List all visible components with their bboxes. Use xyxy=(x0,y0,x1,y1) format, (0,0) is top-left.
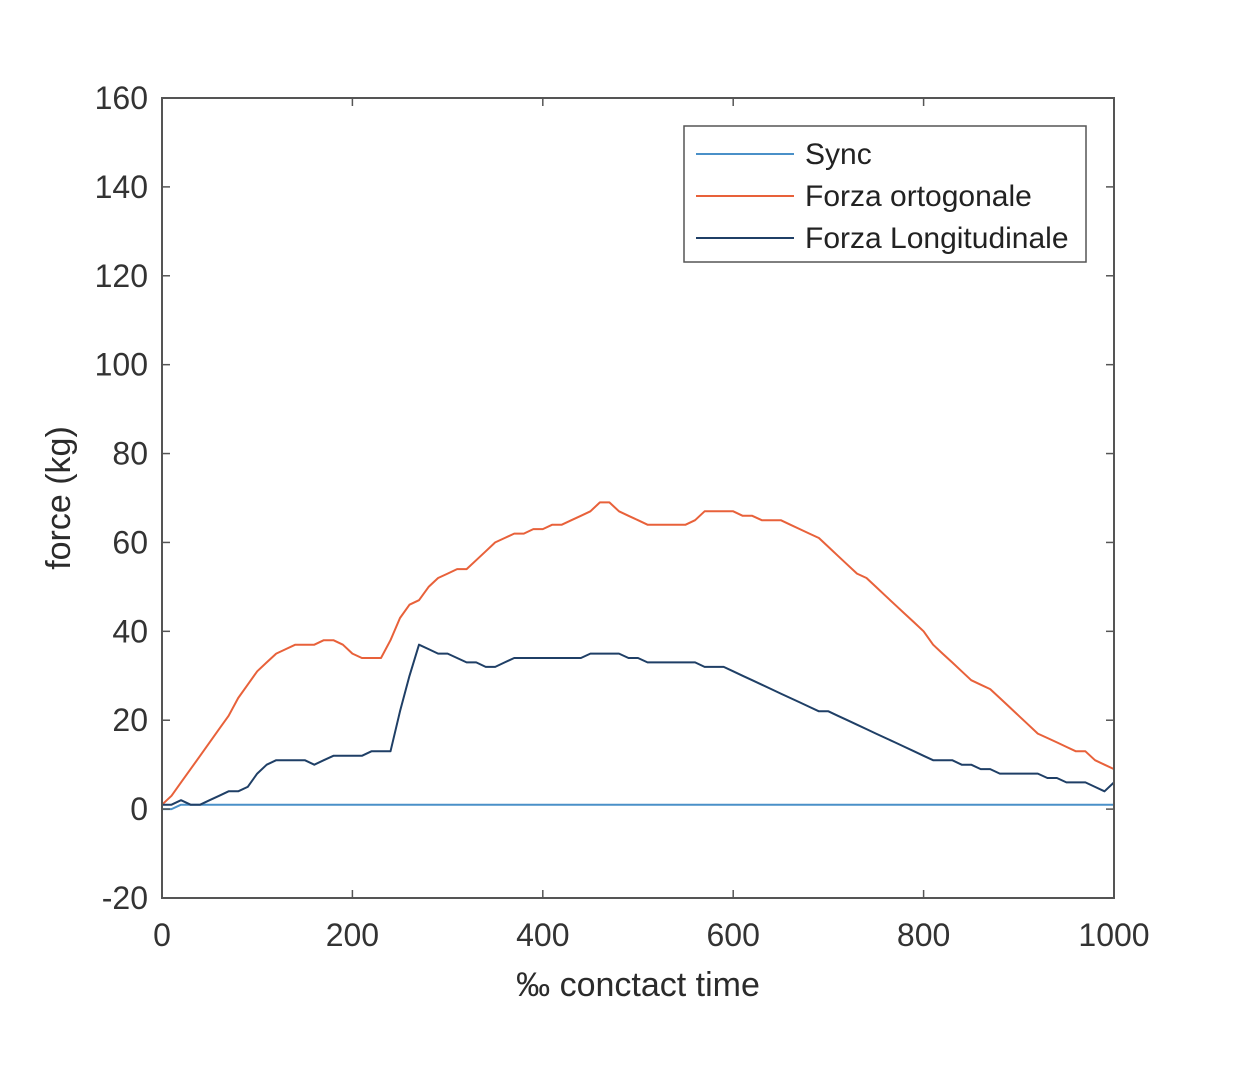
x-tick-label: 800 xyxy=(897,917,950,953)
y-tick-label: 120 xyxy=(95,258,148,294)
legend-box xyxy=(683,125,1087,263)
legend-label: Forza Longitudinale xyxy=(805,222,1069,255)
plot-frame xyxy=(161,97,1115,899)
y-axis-label: force (kg) xyxy=(40,426,78,570)
y-tick-label: 100 xyxy=(95,347,148,383)
x-tick-label: 0 xyxy=(153,917,171,953)
y-tick-label: -20 xyxy=(102,880,148,916)
x-axis-label: ‰ conctact time xyxy=(516,966,760,1004)
x-tick-label: 600 xyxy=(707,917,760,953)
series-line-forza-longitudinale xyxy=(162,643,1115,806)
legend: Sync Forza ortogonale Forza Longitudinale xyxy=(683,125,1087,263)
y-tick-label: 40 xyxy=(112,613,148,649)
x-tick-label: 1000 xyxy=(1078,917,1149,953)
x-tick-label: 400 xyxy=(516,917,569,953)
series-line-forza-ortogonale xyxy=(161,501,1115,806)
y-tick-label: 80 xyxy=(112,436,148,472)
y-tick-label: 140 xyxy=(95,169,148,205)
y-tick-label: 60 xyxy=(112,524,148,560)
ticks-layer: 0 200 400 600 800 1000-2002040608010012014016… xyxy=(95,80,1150,953)
x-tick-label: 200 xyxy=(326,917,379,953)
y-tick-label: 0 xyxy=(130,791,148,827)
legend-label: Forza ortogonale xyxy=(805,180,1032,213)
legend-label: Sync xyxy=(805,138,872,171)
y-tick-label: 20 xyxy=(112,702,148,738)
y-tick-label: 160 xyxy=(95,80,148,116)
